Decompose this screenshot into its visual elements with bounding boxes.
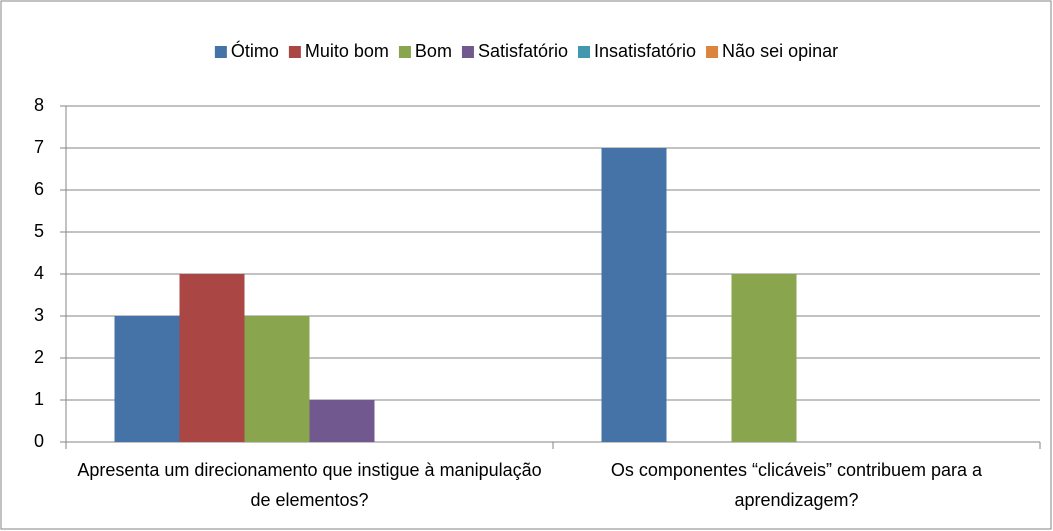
legend-label: Não sei opinar [722,41,838,61]
bar [114,316,180,442]
bar [179,274,245,442]
x-tick-label: Os componentes “clicáveis” contribuem pa… [610,460,983,510]
bar [601,148,667,442]
legend-swatch [706,46,719,58]
legend-swatch [461,46,474,58]
bar [731,274,797,442]
y-tick-label: 2 [34,347,44,367]
legend-swatch [577,46,590,58]
legend-label: Bom [415,41,452,61]
y-tick-label: 6 [34,179,44,199]
legend-label: Ótimo [231,40,279,61]
legend-label: Insatisfatório [594,41,696,61]
legend-label: Satisfatório [478,41,568,61]
legend-swatch [288,46,301,58]
y-tick-label: 3 [34,305,44,325]
legend-swatch [398,46,411,58]
bar [309,400,375,442]
y-tick-label: 1 [34,389,44,409]
y-tick-label: 5 [34,221,44,241]
x-tick-label: Apresenta um direcionamento que instigue… [77,460,542,510]
legend-swatch [214,46,227,58]
bar [244,316,310,442]
y-tick-label: 0 [34,431,44,451]
y-tick-label: 4 [34,263,44,283]
legend-label: Muito bom [305,41,389,61]
y-tick-label: 8 [34,95,44,115]
y-tick-label: 7 [34,137,44,157]
